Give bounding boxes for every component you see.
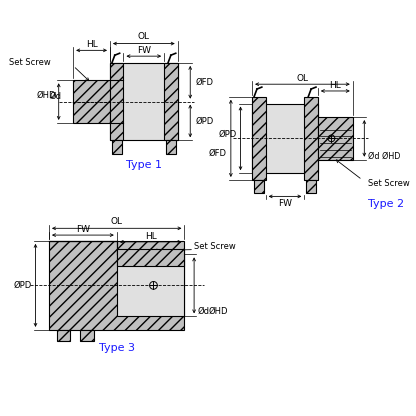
Text: OL: OL (138, 32, 150, 41)
Text: ØHD: ØHD (208, 307, 228, 316)
Text: Type 1: Type 1 (126, 161, 162, 171)
Text: Ød ØHD: Ød ØHD (368, 152, 401, 161)
Bar (110, 63, 178, 140)
Text: OL: OL (297, 74, 308, 83)
Bar (117, 255, 184, 316)
Bar (166, 140, 176, 154)
Bar (73, 80, 110, 123)
Text: ØHD: ØHD (36, 91, 56, 100)
Bar (57, 330, 70, 342)
Text: ØPD: ØPD (218, 130, 237, 139)
Text: HL: HL (329, 81, 341, 90)
Text: ØPD: ØPD (195, 116, 213, 126)
Text: FW: FW (76, 225, 90, 234)
Bar (112, 140, 121, 154)
Text: OL: OL (111, 217, 123, 226)
Text: ØFD: ØFD (195, 78, 213, 87)
Bar (49, 241, 184, 330)
Text: Ød: Ød (50, 92, 62, 101)
Bar (80, 330, 94, 342)
Bar (305, 97, 318, 180)
Text: Set Screw: Set Screw (368, 179, 410, 188)
Bar (252, 97, 266, 180)
Bar (306, 180, 316, 193)
Text: HL: HL (145, 232, 156, 240)
Text: ØFD: ØFD (209, 149, 227, 157)
Text: Type 3: Type 3 (99, 343, 135, 353)
Text: FW: FW (278, 199, 292, 208)
Bar (164, 63, 178, 140)
Bar (318, 117, 353, 160)
Text: HL: HL (86, 40, 97, 49)
Text: Ød: Ød (198, 307, 210, 316)
Bar (110, 63, 124, 140)
Text: Type 2: Type 2 (368, 199, 404, 209)
Text: Set Screw: Set Screw (194, 242, 236, 251)
Text: ØPD: ØPD (13, 281, 32, 290)
Bar (254, 180, 264, 193)
Text: FW: FW (137, 46, 151, 55)
Bar (252, 104, 318, 173)
Bar (117, 249, 184, 266)
Text: Set Screw: Set Screw (9, 58, 51, 67)
